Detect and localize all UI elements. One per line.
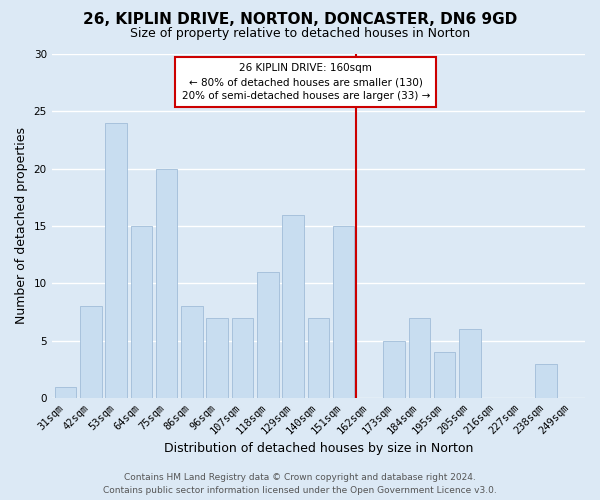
- Bar: [206, 318, 228, 398]
- Bar: [181, 306, 203, 398]
- Text: Size of property relative to detached houses in Norton: Size of property relative to detached ho…: [130, 28, 470, 40]
- Bar: [459, 329, 481, 398]
- Bar: [257, 272, 278, 398]
- Bar: [55, 386, 76, 398]
- Bar: [283, 214, 304, 398]
- X-axis label: Distribution of detached houses by size in Norton: Distribution of detached houses by size …: [164, 442, 473, 455]
- Bar: [131, 226, 152, 398]
- Bar: [308, 318, 329, 398]
- Bar: [383, 340, 405, 398]
- Y-axis label: Number of detached properties: Number of detached properties: [15, 128, 28, 324]
- Text: Contains HM Land Registry data © Crown copyright and database right 2024.
Contai: Contains HM Land Registry data © Crown c…: [103, 474, 497, 495]
- Bar: [333, 226, 355, 398]
- Bar: [80, 306, 101, 398]
- Bar: [434, 352, 455, 398]
- Bar: [535, 364, 557, 398]
- Bar: [232, 318, 253, 398]
- Bar: [106, 123, 127, 398]
- Text: 26 KIPLIN DRIVE: 160sqm
← 80% of detached houses are smaller (130)
20% of semi-d: 26 KIPLIN DRIVE: 160sqm ← 80% of detache…: [182, 63, 430, 101]
- Bar: [409, 318, 430, 398]
- Bar: [156, 168, 178, 398]
- Text: 26, KIPLIN DRIVE, NORTON, DONCASTER, DN6 9GD: 26, KIPLIN DRIVE, NORTON, DONCASTER, DN6…: [83, 12, 517, 28]
